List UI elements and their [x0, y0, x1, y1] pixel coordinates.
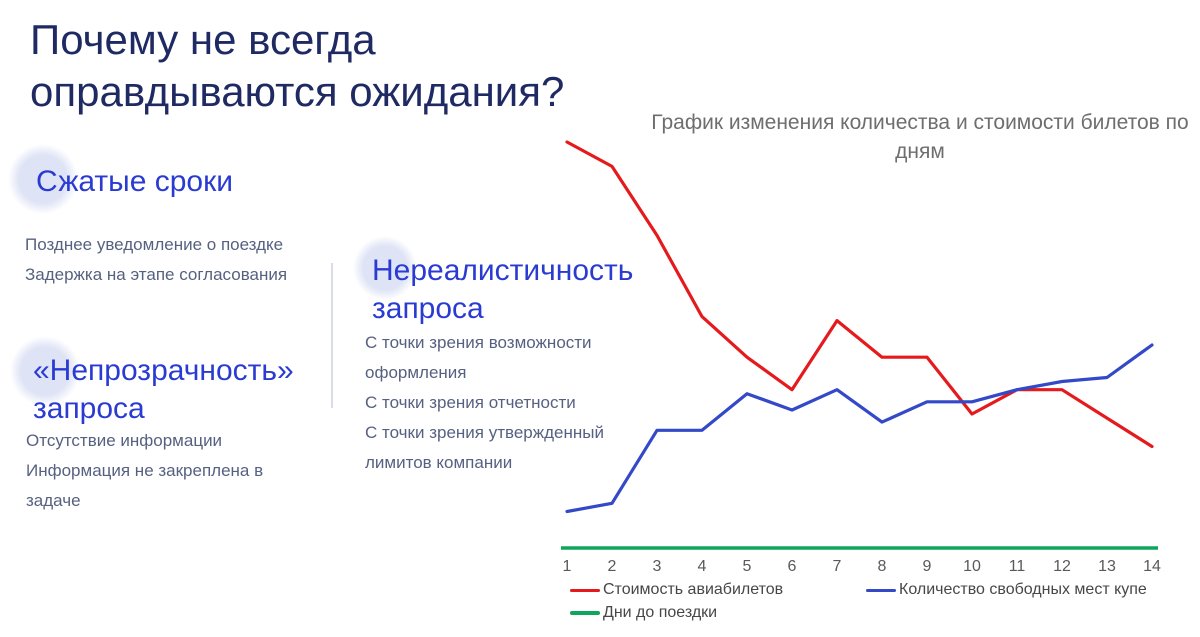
section-heading-unrealistic-request: Нереалистичность запроса — [372, 254, 634, 325]
legend-label: Количество свободных мест купе — [899, 581, 1147, 598]
divider — [331, 263, 333, 408]
svg-text:11: 11 — [1009, 558, 1026, 575]
svg-text:13: 13 — [1098, 558, 1116, 575]
list-item: Информация не закреплена в задаче — [26, 461, 264, 510]
list-item: Задержка на этапе согласования — [25, 265, 288, 284]
list-item: С точки зрения возможности оформления — [365, 333, 592, 382]
svg-text:7: 7 — [833, 558, 842, 575]
svg-text:12: 12 — [1053, 558, 1071, 575]
chart-title: График изменения количества и стоимости … — [651, 111, 1189, 163]
svg-text:6: 6 — [788, 558, 797, 575]
svg-text:5: 5 — [743, 558, 752, 575]
section-heading-opaque-request: «Непрозрачность» запроса — [33, 354, 294, 425]
blue-line-swatch-icon — [866, 588, 896, 592]
svg-text:3: 3 — [653, 558, 662, 575]
svg-text:9: 9 — [923, 558, 932, 575]
list-item: Отсутствие информации — [26, 431, 223, 450]
svg-text:10: 10 — [963, 558, 981, 575]
svg-text:2: 2 — [608, 558, 617, 575]
legend-label: Стоимость авиабилетов — [603, 581, 784, 598]
legend-item-free-seats: Количество свободных мест купе — [866, 581, 1147, 599]
line-chart: 1 2 3 4 5 6 7 8 9 10 11 12 13 14 — [561, 140, 1161, 575]
accent-circle — [8, 144, 78, 214]
legend-item-ticket-cost: Стоимость авиабилетов — [570, 581, 783, 599]
svg-text:14: 14 — [1143, 558, 1161, 575]
list-item: С точки зрения отчетности — [365, 393, 576, 412]
legend-label: Дни до поездки — [603, 604, 718, 621]
green-line-swatch-icon — [570, 611, 600, 615]
section-body-opaque-request: Отсутствие информации Информация не закр… — [26, 426, 288, 516]
svg-text:4: 4 — [698, 558, 707, 575]
section-body-unrealistic-request: С точки зрения возможности оформления С … — [365, 328, 627, 478]
list-item: С точки зрения утвержденный лимитов комп… — [365, 423, 604, 472]
section-heading-tight-deadlines: Сжатые сроки — [36, 165, 233, 198]
legend-item-days-before-trip: Дни до поездки — [570, 604, 717, 622]
list-item: Позднее уведомление о поездке — [25, 235, 284, 254]
accent-circle — [353, 236, 417, 300]
red-line-swatch-icon — [570, 588, 600, 592]
section-body-tight-deadlines: Позднее уведомление о поездке Задержка н… — [25, 230, 335, 290]
svg-text:1: 1 — [563, 558, 572, 575]
page-title: Почему не всегда оправдываются ожидания? — [30, 16, 565, 115]
svg-text:8: 8 — [878, 558, 887, 575]
accent-circle — [10, 336, 80, 406]
